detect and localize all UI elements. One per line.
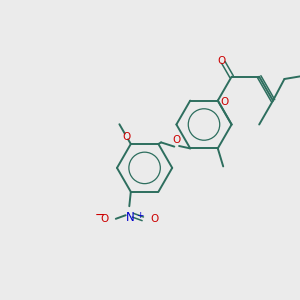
Text: O: O	[172, 134, 181, 145]
Text: O: O	[221, 97, 229, 107]
Text: −: −	[95, 209, 106, 222]
Text: O: O	[122, 132, 131, 142]
Text: O: O	[100, 214, 108, 224]
Text: O: O	[150, 214, 158, 224]
Text: O: O	[217, 56, 226, 66]
Text: +: +	[136, 211, 143, 220]
Text: N: N	[125, 211, 134, 224]
